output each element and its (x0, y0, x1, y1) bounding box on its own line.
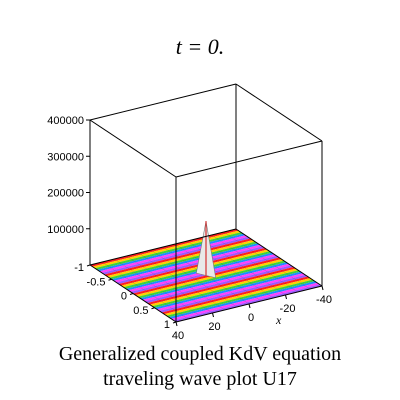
surface-band (154, 271, 303, 310)
x-tick-mark (285, 294, 287, 300)
z-tick-label: 100000 (47, 224, 84, 236)
surface-grid-line (114, 258, 201, 317)
surface-grid-line (199, 237, 286, 296)
surface-band (149, 268, 299, 307)
surface-band (118, 248, 268, 286)
surface-grid-line (223, 231, 310, 290)
box-edge (235, 83, 323, 142)
z-tick-label: 300000 (47, 151, 84, 163)
box-edge (89, 83, 237, 121)
y-tick-label: 0 (121, 291, 127, 303)
box-edge (89, 228, 237, 266)
figure-caption: Generalized coupled KdV equation traveli… (0, 342, 400, 392)
surface-band (156, 273, 306, 311)
x-tick-mark (175, 321, 178, 327)
surface-band (159, 274, 308, 313)
caption-line-2: traveling wave plot U17 (103, 368, 297, 390)
surface-grid-line (126, 255, 213, 314)
surface-band (152, 270, 301, 308)
box-edge (235, 228, 323, 287)
surface-band (166, 279, 315, 318)
surface-band (133, 257, 282, 296)
surface-band (142, 263, 291, 302)
surface-band (104, 238, 253, 277)
surface-band (121, 249, 270, 288)
surface-band (147, 267, 296, 305)
surface-band (173, 284, 322, 322)
y-tick-mark (108, 278, 112, 281)
plot-title: t = 0. (175, 34, 225, 59)
box-edge (89, 119, 177, 178)
surface-band (161, 276, 311, 315)
surface-band (116, 246, 265, 284)
box-edge (175, 140, 323, 178)
x-axis-label: x (275, 313, 282, 327)
surface (89, 221, 323, 323)
surface-band (171, 282, 320, 321)
z-tick-label: 200000 (47, 188, 84, 200)
y-tick-mark (129, 293, 134, 295)
x-tick-mark (248, 303, 251, 309)
surface-band (111, 243, 260, 281)
surface-band (137, 260, 287, 299)
x-tick-mark (321, 285, 324, 291)
surface-band (90, 229, 239, 267)
x-tick-label: 0 (248, 312, 254, 324)
surface-band (135, 259, 284, 297)
x-tick-label: -40 (316, 294, 332, 306)
y-tick-mark (151, 307, 155, 310)
surface-band (99, 235, 248, 273)
y-tick-label: -1 (74, 262, 84, 274)
surface-grid-line (150, 249, 237, 308)
surface-grid-line (211, 234, 298, 293)
surface-band (144, 265, 294, 303)
caption-line-1: Generalized coupled KdV equation (58, 343, 342, 365)
surface-band (168, 281, 318, 319)
y-tick-label: -0.5 (87, 276, 106, 288)
surface-grid-line (138, 252, 225, 311)
x-tick-mark (212, 312, 214, 318)
y-tick-mark (86, 264, 91, 267)
x-tick-label: 40 (172, 330, 184, 340)
surface-band (164, 278, 313, 316)
z-tick-label: 400000 (47, 115, 84, 127)
surface-band (106, 240, 256, 278)
x-tick-label: -20 (280, 303, 296, 315)
surface-band (140, 262, 289, 300)
surface-plot: 100000 200000 300000 400000 -1-0.5 0 0.5 140 20 0… (47, 83, 332, 340)
axis-ticks: 100000 200000 300000 400000 -1-0.5 0 0.5 140 20 0… (47, 115, 332, 340)
y-tick-label: 1 (164, 319, 170, 331)
x-tick-label: 20 (208, 321, 220, 333)
surface-band (109, 241, 258, 280)
bounding-box (89, 83, 323, 323)
y-tick-mark (172, 321, 177, 324)
y-tick-label: 0.5 (133, 305, 148, 317)
surface-grid-line (175, 243, 262, 302)
surface-band (113, 244, 263, 283)
surface-grid-line (102, 261, 189, 320)
